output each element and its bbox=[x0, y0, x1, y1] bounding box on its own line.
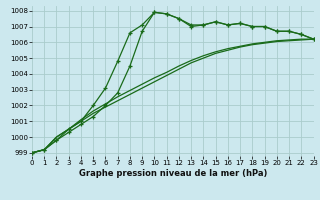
X-axis label: Graphe pression niveau de la mer (hPa): Graphe pression niveau de la mer (hPa) bbox=[79, 169, 267, 178]
